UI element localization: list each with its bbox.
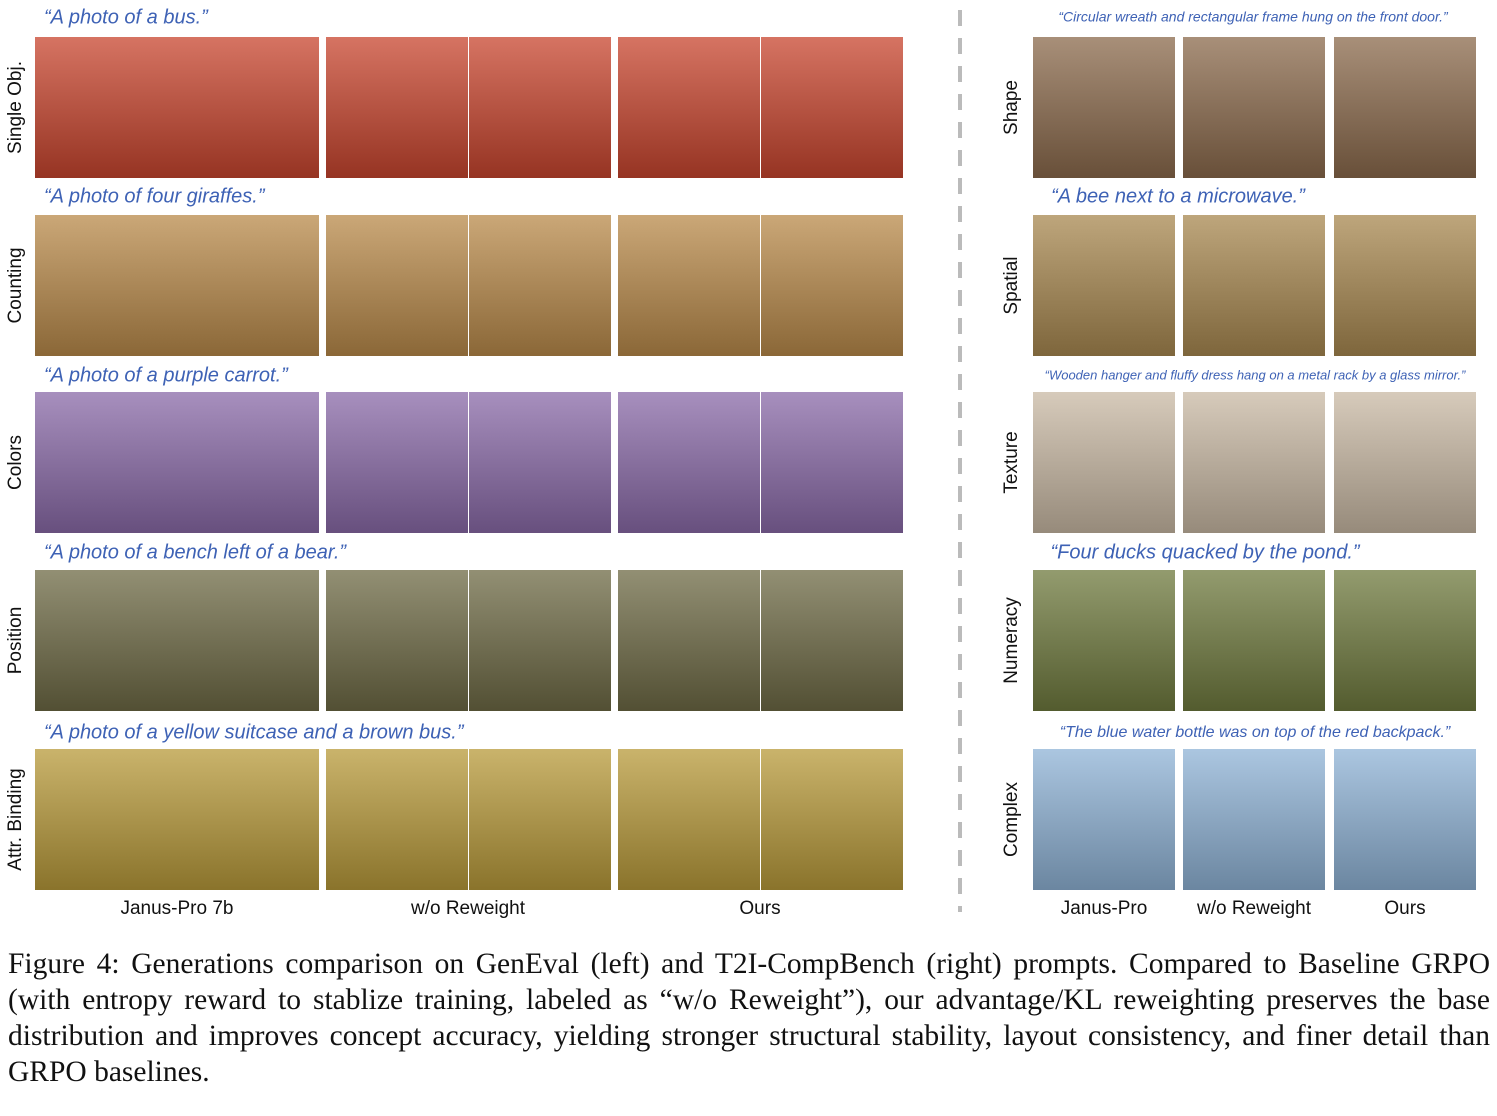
image-shade [326,392,468,533]
image-shade [177,570,319,711]
prompt: “A photo of a bus.” [44,6,209,28]
image-shade [35,570,177,711]
prompt: “The blue water bottle was on top of the… [1060,724,1451,741]
image-shade [1334,215,1476,356]
prompt: “A bee next to a microwave.” [1051,185,1306,207]
image-shade [35,215,177,356]
image-shade [1033,392,1175,533]
image-shade [1334,749,1476,890]
image-shade [326,37,468,178]
row-label: Complex [1001,782,1022,857]
image-shade [35,37,177,178]
image-shade [1334,570,1476,711]
image-shade [1033,215,1175,356]
image-shade [469,215,611,356]
prompt: “A photo of a bench left of a bear.” [44,541,347,563]
caption: Figure 4: Generations comparison on GenE… [8,948,1490,1088]
image-shade [1183,392,1325,533]
column-label: w/o Reweight [1196,898,1312,919]
image-shade [35,749,177,890]
image-shade [469,392,611,533]
row-label: Texture [1001,431,1022,493]
column-label: Janus-Pro [1061,898,1148,919]
image-shade [469,749,611,890]
image-shade [761,37,903,178]
row-label: Counting [5,247,26,323]
figure: “A photo of a bus.” Single Obj. “A photo o… [5,6,1476,919]
prompt: “Circular wreath and rectangular frame h… [1058,9,1449,25]
image-shade [1183,570,1325,711]
row-label: Single Obj. [5,61,26,154]
image-shade [177,749,319,890]
row-label: Numeracy [1001,597,1022,684]
image-shade [761,749,903,890]
image-shade [618,392,760,533]
image-shade [326,570,468,711]
image-shade [35,392,177,533]
image-shade [761,215,903,356]
image-shade [1334,392,1476,533]
image-shade [618,570,760,711]
prompt: “Wooden hanger and fluffy dress hang on … [1045,367,1466,382]
image-shade [326,215,468,356]
row-label: Position [5,607,26,675]
prompt: “A photo of a purple carrot.” [44,364,289,386]
image-shade [761,392,903,533]
image-shade [326,749,468,890]
prompt: “Four ducks quacked by the pond.” [1050,541,1360,563]
image-shade [177,392,319,533]
image-shade [469,37,611,178]
image-shade [469,570,611,711]
image-shade [1033,37,1175,178]
row-label: Shape [1001,80,1022,135]
image-shade [1183,215,1325,356]
image-shade [177,215,319,356]
image-shade [1183,37,1325,178]
row-label: Colors [5,435,26,490]
prompt: “A photo of four giraffes.” [44,185,266,207]
column-label: Janus-Pro 7b [120,898,233,919]
column-label: Ours [739,898,780,919]
column-label: Ours [1384,898,1425,919]
image-shade [177,37,319,178]
row-label: Spatial [1001,256,1022,314]
image-shade [618,215,760,356]
image-shade [618,37,760,178]
row-label: Attr. Binding [5,768,26,870]
prompt: “A photo of a yellow suitcase and a brow… [44,721,465,743]
column-label: w/o Reweight [410,898,526,919]
image-shade [1334,37,1476,178]
image-shade [618,749,760,890]
image-shade [1033,570,1175,711]
image-shade [761,570,903,711]
image-shade [1183,749,1325,890]
image-shade [1033,749,1175,890]
